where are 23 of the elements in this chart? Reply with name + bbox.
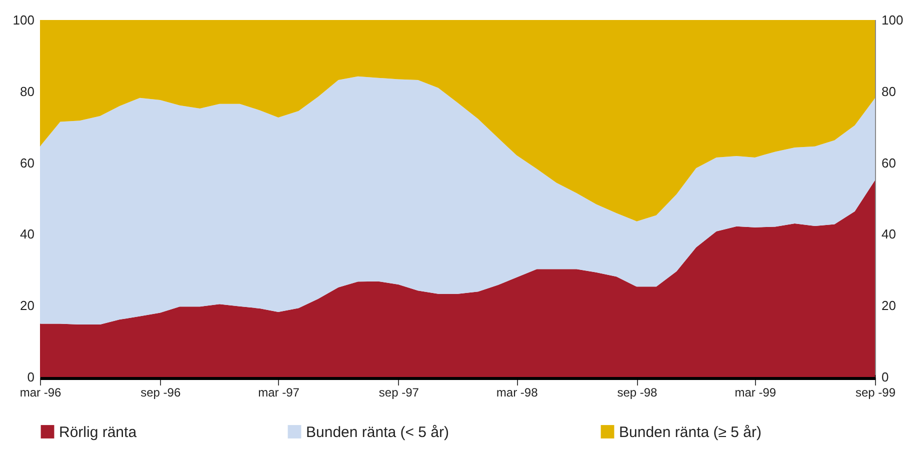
y-tick-label: 40 (20, 226, 34, 242)
y2-tick-label: 80 (882, 84, 896, 99)
x-tick-label: sep -97 (378, 386, 420, 400)
x-tick-label: mar -96 (20, 386, 62, 400)
x-tick-label: sep -96 (140, 386, 181, 400)
x-tick-label: mar -98 (496, 386, 538, 400)
y-tick-label: 20 (20, 298, 34, 314)
y-tick-label: 0 (27, 370, 34, 384)
x-tick-label: mar -99 (734, 386, 776, 400)
x-tick-label: sep -99 (855, 386, 896, 400)
legend-label: Bunden ränta (≥ 5 år) (619, 424, 762, 441)
y-tick-label: 60 (20, 155, 34, 170)
y-tick-label: 100 (12, 12, 34, 28)
x-tick-label: sep -98 (617, 386, 658, 400)
y2-tick-label: 20 (882, 298, 896, 314)
legend-label: Bunden ränta (< 5 år) (306, 424, 450, 441)
y2-tick-label: 40 (882, 226, 896, 242)
x-tick-label: mar -97 (258, 386, 300, 400)
legend-label: Rörlig ränta (59, 424, 138, 441)
y2-tick-label: 100 (882, 12, 904, 28)
y-tick-label: 80 (20, 84, 34, 99)
y2-tick-label: 0 (882, 370, 889, 384)
y2-tick-label: 60 (882, 155, 896, 170)
